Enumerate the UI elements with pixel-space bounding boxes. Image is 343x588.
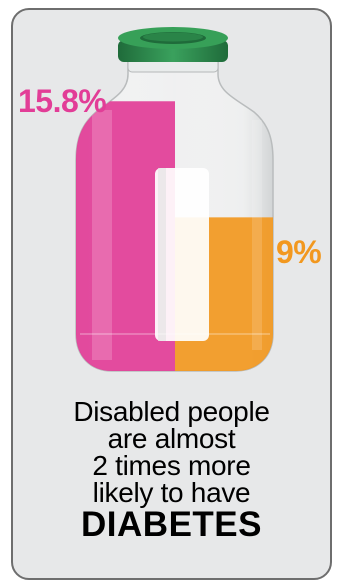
caption-line-4: likely to have [92,477,251,508]
bottle-cap [118,27,228,62]
caption-line-2: are almost [107,423,236,454]
bottle-label-panel [155,168,209,341]
value-label-9: 9% [276,234,322,270]
caption-line-3: 2 times more [92,450,251,481]
value-label-15-8: 15.8% [18,83,107,119]
caption: Disabled people are almost 2 times more … [11,398,332,543]
caption-emphasis: DIABETES [81,505,262,544]
caption-line-1: Disabled people [73,396,270,427]
